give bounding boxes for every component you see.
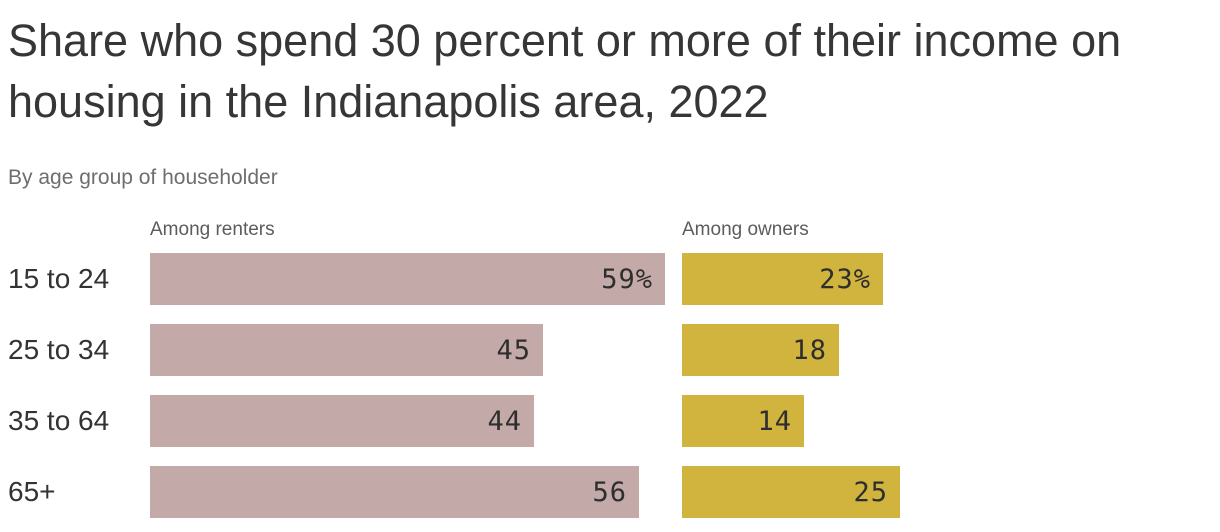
- category-label: 35 to 64: [8, 405, 110, 436]
- renters-bar: 44: [150, 395, 534, 447]
- category-label: 15 to 24: [8, 263, 110, 294]
- owners-column-label: Among owners: [682, 219, 809, 240]
- owners-value-label: 25: [853, 476, 888, 508]
- renters-bar: 59%: [150, 253, 665, 305]
- category-label: 65+: [8, 476, 56, 507]
- renters-value-label: 44: [487, 405, 522, 437]
- chart-row: 35 to 64 44 14: [0, 395, 1220, 447]
- owners-value-label: 14: [757, 405, 792, 437]
- category-label: 25 to 34: [8, 334, 110, 365]
- bar-rows: 15 to 24 59% 23% 25 to 34 45 18 35 to 64…: [0, 253, 1220, 518]
- renters-bar: 56: [150, 466, 639, 518]
- renters-column-label: Among renters: [150, 219, 275, 240]
- owners-value-label: 18: [792, 334, 827, 366]
- renters-value-label: 59%: [601, 263, 653, 295]
- renters-bar: 45: [150, 324, 543, 376]
- chart-row: 25 to 34 45 18: [0, 324, 1220, 376]
- owners-bar: 18: [682, 324, 839, 376]
- renters-value-label: 45: [496, 334, 531, 366]
- owners-bar: 25: [682, 466, 900, 518]
- series-column-headers: Among renters Among owners: [0, 219, 1220, 243]
- chart-row: 15 to 24 59% 23%: [0, 253, 1220, 305]
- renters-value-label: 56: [592, 476, 627, 508]
- chart-subtitle: By age group of householder: [8, 166, 278, 189]
- owners-bar: 14: [682, 395, 804, 447]
- chart-row: 65+ 56 25: [0, 466, 1220, 518]
- owners-bar: 23%: [682, 253, 883, 305]
- owners-value-label: 23%: [819, 263, 871, 295]
- chart-title: Share who spend 30 percent or more of th…: [8, 15, 1122, 127]
